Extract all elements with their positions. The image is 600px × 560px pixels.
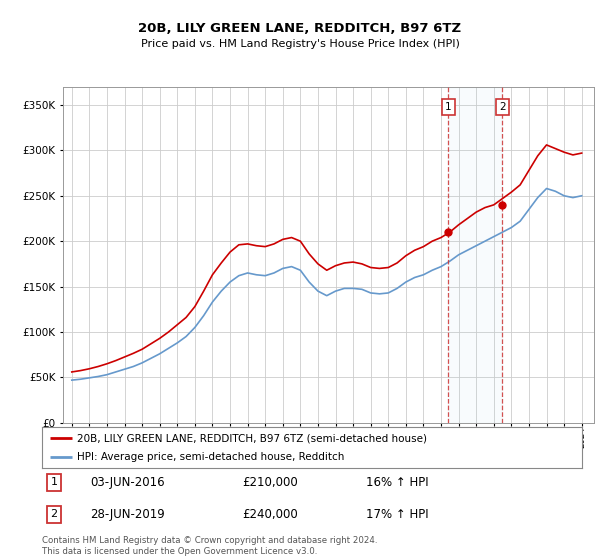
- Text: 2: 2: [50, 509, 58, 519]
- Text: 17% ↑ HPI: 17% ↑ HPI: [366, 508, 428, 521]
- Text: 2: 2: [499, 102, 506, 112]
- Text: Price paid vs. HM Land Registry's House Price Index (HPI): Price paid vs. HM Land Registry's House …: [140, 39, 460, 49]
- Bar: [448, 87, 502, 423]
- Text: 1: 1: [50, 478, 58, 487]
- Text: 1: 1: [445, 102, 452, 112]
- Text: £210,000: £210,000: [242, 476, 298, 489]
- Text: £240,000: £240,000: [242, 508, 298, 521]
- Text: HPI: Average price, semi-detached house, Redditch: HPI: Average price, semi-detached house,…: [77, 452, 344, 461]
- Text: Contains HM Land Registry data © Crown copyright and database right 2024.
This d: Contains HM Land Registry data © Crown c…: [42, 536, 377, 556]
- Text: 28-JUN-2019: 28-JUN-2019: [91, 508, 166, 521]
- Text: 20B, LILY GREEN LANE, REDDITCH, B97 6TZ: 20B, LILY GREEN LANE, REDDITCH, B97 6TZ: [139, 22, 461, 35]
- Text: 03-JUN-2016: 03-JUN-2016: [91, 476, 165, 489]
- Text: 16% ↑ HPI: 16% ↑ HPI: [366, 476, 428, 489]
- Text: 20B, LILY GREEN LANE, REDDITCH, B97 6TZ (semi-detached house): 20B, LILY GREEN LANE, REDDITCH, B97 6TZ …: [77, 433, 427, 443]
